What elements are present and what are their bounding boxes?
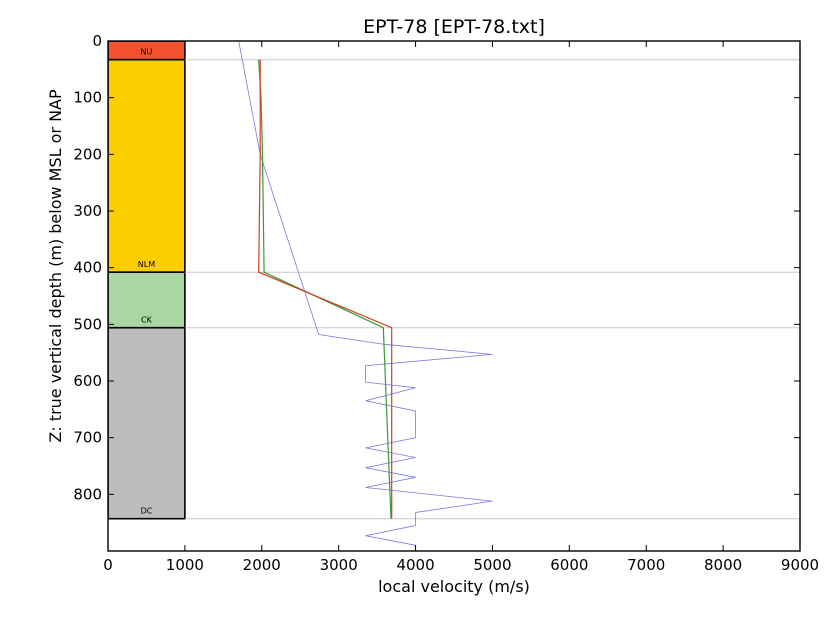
y-tick-label: 200 — [73, 145, 102, 163]
axes: 0 1000 2000 3000 4000 5000 6000 7000 8000 9000 0 10… — [73, 32, 819, 574]
x-tick-label: 3000 — [320, 556, 358, 574]
formation-label-ck: CK — [141, 316, 153, 325]
x-tick-label: 8000 — [704, 556, 742, 574]
formation-unit-ck — [108, 271, 186, 329]
formation-label-dc: DC — [141, 507, 153, 516]
x-tick-label: 0 — [103, 556, 113, 574]
y-tick-label: 400 — [73, 259, 102, 277]
series-line-1 — [238, 41, 493, 546]
x-tick-label: 2000 — [243, 556, 281, 574]
y-tick-label: 800 — [73, 485, 102, 503]
y-tick-label: 100 — [73, 89, 102, 107]
y-tick-label: 600 — [73, 372, 102, 390]
plot-frame — [107, 40, 801, 552]
x-tick-label: 4000 — [396, 556, 434, 574]
x-axis-label: local velocity (m/s) — [378, 577, 530, 596]
y-tick-label: 500 — [73, 315, 102, 333]
x-tick-label: 5000 — [473, 556, 511, 574]
formation-label-nu: NU — [141, 48, 153, 57]
series-line-3 — [258, 59, 393, 519]
x-tick-label: 7000 — [627, 556, 665, 574]
x-tick-label: 9000 — [781, 556, 819, 574]
x-tick-label: 1000 — [166, 556, 204, 574]
series-line-2 — [258, 59, 392, 519]
formation-label-nlm: NLM — [138, 260, 155, 269]
chart-title: EPT-78 [EPT-78.txt] — [363, 16, 545, 38]
x-tick-label: 6000 — [550, 556, 588, 574]
y-axis-label: Z: true vertical depth (m) below MSL or … — [46, 89, 65, 443]
plot-area: NU NLM CK DC — [108, 41, 800, 546]
y-tick-label: 300 — [73, 202, 102, 220]
formation-unit-dc — [108, 326, 186, 520]
y-tick-label: 0 — [92, 32, 102, 50]
formation-unit-nlm — [108, 58, 186, 274]
y-tick-label: 700 — [73, 429, 102, 447]
